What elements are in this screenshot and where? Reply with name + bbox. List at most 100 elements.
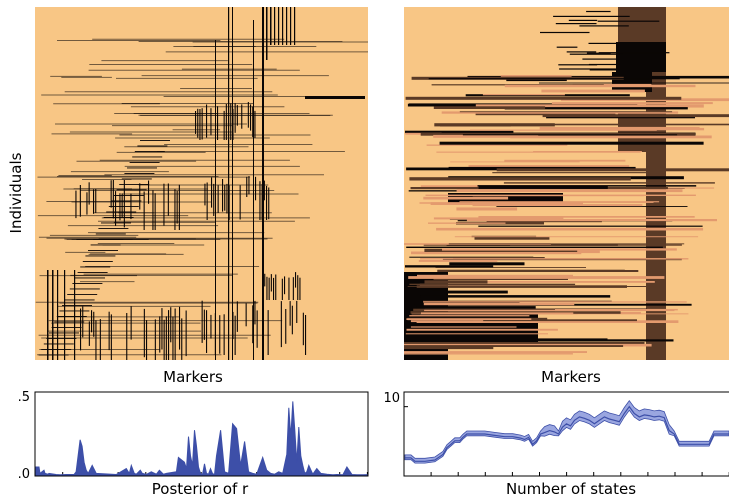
heatmap-left-row (83, 273, 238, 275)
heatmap-left-row (88, 69, 300, 71)
plot-frame-states (403, 391, 729, 477)
heatmap-left-edge (101, 222, 131, 224)
heatmap-right-row (547, 127, 705, 131)
heatmap-left-edge (49, 332, 79, 334)
heatmap-right-row (478, 186, 608, 189)
heatmap-left-row (116, 151, 206, 153)
heatmap-left-block (252, 106, 254, 138)
heatmap-right-row (409, 103, 596, 105)
heatmap-right-row (546, 116, 695, 119)
heatmap-left-edge (54, 321, 85, 323)
heatmap-right-row (404, 345, 624, 347)
heatmap-left-block (252, 305, 254, 344)
heatmap-left-row (71, 201, 212, 203)
heatmap-right-row (434, 286, 650, 287)
heatmap-left-block (219, 315, 221, 354)
heatmap-left-edge (46, 338, 77, 339)
heatmap-left-block (217, 185, 219, 213)
heatmap-left-edge (137, 145, 168, 147)
heatmap-left-row (115, 137, 270, 139)
heatmap-left-row (63, 188, 209, 190)
heatmap-right-row (559, 68, 618, 70)
heatmap-left-row (90, 253, 167, 255)
heatmap-right-row (423, 302, 575, 306)
heatmap-left-block (211, 177, 213, 208)
heatmap-left-column (274, 7, 276, 45)
heatmap-left-block (214, 313, 216, 355)
heatmap-left-row (133, 113, 218, 114)
heatmap-left-block (239, 185, 241, 220)
heatmap-left-row (55, 123, 247, 125)
heatmap-left-row (92, 38, 285, 40)
heatmap-left-block (250, 104, 252, 131)
heatmap-left-block (110, 314, 112, 360)
heatmap-left-block (179, 306, 181, 350)
x-axis-label-right: Markers (541, 368, 601, 386)
heatmap-right-row (496, 168, 729, 172)
heatmap-left-block (299, 277, 301, 300)
heatmap-left-edge (108, 206, 139, 207)
x-axis-label-left: Markers (163, 368, 223, 386)
heatmap-left-block (245, 303, 247, 327)
heatmap-right (404, 7, 729, 360)
heatmap-left-block (170, 307, 172, 343)
heatmap-left-column (64, 270, 66, 360)
heatmap-left-row (101, 217, 310, 219)
heatmap-left-row (70, 171, 169, 173)
heatmap-left-row (61, 76, 112, 78)
heatmap-left-edge (127, 167, 157, 169)
heatmap-left-block (270, 274, 272, 292)
heatmap-left-row (112, 125, 233, 127)
y-tick-label-states: 10 (383, 391, 400, 406)
heatmap-left-block (185, 310, 187, 357)
heatmap-right-row (405, 96, 682, 100)
heatmap-right-row (478, 225, 703, 227)
heatmap-left-block (206, 310, 208, 353)
heatmap-right-row (558, 64, 598, 66)
heatmap-right-row (404, 351, 587, 353)
heatmap-right-row (428, 222, 506, 224)
heatmap-left-block (86, 192, 88, 215)
heatmap-right-row (408, 276, 665, 279)
heatmap-right-row (420, 132, 695, 136)
heatmap-left-block (228, 185, 230, 220)
heatmap-left-block (288, 277, 290, 300)
heatmap-left-block (256, 310, 258, 348)
heatmap-right-row (410, 320, 484, 323)
heatmap-left-row (89, 64, 253, 65)
heatmap-left-row (69, 131, 233, 133)
heatmap-left-edge (88, 250, 118, 251)
heatmap-left-edge (82, 261, 113, 262)
heatmap-left-edge (80, 266, 111, 268)
heatmap-right-row (435, 267, 586, 268)
heatmap-right-row (454, 236, 699, 238)
heatmap-left-row (67, 225, 219, 227)
heatmap-right-row (441, 111, 679, 114)
heatmap-left-column (266, 7, 268, 60)
heatmap-left-row (80, 190, 275, 191)
heatmap-left-block (75, 190, 77, 219)
heatmap-left-column (228, 7, 230, 360)
heatmap-left-column (270, 7, 272, 45)
heatmap-left-row (102, 244, 205, 246)
heatmap-left-row (38, 334, 271, 336)
heatmap-left-row (140, 115, 331, 116)
heatmap-left-block (234, 103, 236, 133)
heatmap-right-row (566, 51, 597, 53)
heatmap-right-row (431, 84, 604, 86)
heatmap-left-row (193, 46, 256, 47)
heatmap-left-block (79, 185, 81, 217)
heatmap-left-row (48, 320, 283, 322)
heatmap-left-row (57, 40, 221, 41)
heatmap-right-row (472, 195, 644, 197)
heatmap-left-column (47, 270, 49, 360)
heatmap-left-row (57, 176, 219, 177)
heatmap-right-row (420, 258, 689, 260)
heatmap-right-row (442, 248, 677, 251)
heatmap-right-row (510, 135, 712, 139)
heatmap-left-column (57, 270, 59, 360)
heatmap-left-block (95, 320, 97, 360)
heatmap-left-block (167, 183, 169, 216)
heatmap-left-block (203, 309, 205, 340)
heatmap-right-row (423, 196, 509, 200)
